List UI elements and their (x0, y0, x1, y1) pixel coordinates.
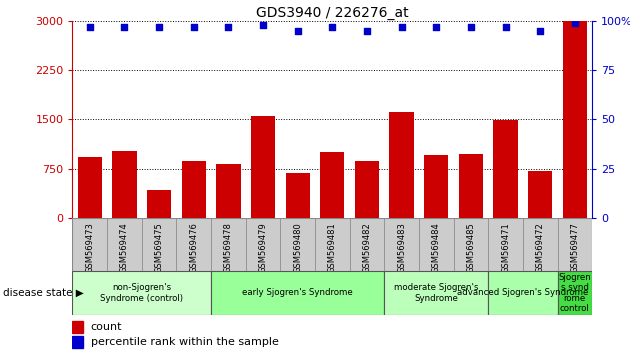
Text: percentile rank within the sample: percentile rank within the sample (91, 337, 278, 347)
Title: GDS3940 / 226276_at: GDS3940 / 226276_at (256, 6, 409, 20)
Bar (558, 271, 592, 315)
Point (466, 24, 476, 30)
Bar (350, 218, 384, 271)
Bar (454, 218, 488, 271)
Bar (216, 164, 241, 218)
Text: GSM569477: GSM569477 (570, 222, 580, 273)
Text: GSM569474: GSM569474 (120, 222, 129, 273)
Point (120, 24, 130, 30)
Bar (528, 171, 553, 218)
Text: GSM569473: GSM569473 (85, 222, 94, 273)
Bar (211, 218, 246, 271)
Bar (280, 218, 315, 271)
Point (292, 28, 302, 34)
Point (84, 24, 95, 30)
Point (327, 24, 337, 30)
Bar (285, 172, 310, 218)
Text: GSM569480: GSM569480 (293, 222, 302, 273)
Bar (523, 218, 558, 271)
Bar (488, 218, 523, 271)
Bar (320, 152, 345, 218)
Text: early Sjogren's Syndrome: early Sjogren's Syndrome (243, 289, 353, 297)
Bar (112, 151, 137, 218)
Bar (181, 161, 206, 218)
Bar (72, 271, 211, 315)
Text: GSM569484: GSM569484 (432, 222, 441, 273)
Bar (147, 189, 171, 218)
Point (570, 21, 580, 26)
Bar (384, 271, 488, 315)
Bar (251, 115, 275, 218)
Bar (389, 112, 414, 218)
Point (431, 24, 441, 30)
Point (535, 28, 545, 34)
Text: advanced Sjogren's Syndrome: advanced Sjogren's Syndrome (457, 289, 588, 297)
Text: disease state ▶: disease state ▶ (3, 288, 84, 298)
Bar (107, 218, 142, 271)
Point (188, 24, 198, 30)
Bar (558, 218, 592, 271)
Bar (355, 161, 379, 218)
Text: GSM569478: GSM569478 (224, 222, 233, 273)
Bar (563, 21, 587, 218)
Bar (72, 218, 107, 271)
Bar (72, 336, 83, 348)
Bar (488, 271, 558, 315)
Text: GSM569485: GSM569485 (466, 222, 476, 273)
Bar (493, 120, 518, 218)
Point (500, 24, 510, 30)
Bar (459, 154, 483, 218)
Bar (424, 155, 449, 218)
Bar (315, 218, 350, 271)
Text: moderate Sjogren's
Syndrome: moderate Sjogren's Syndrome (394, 283, 479, 303)
Bar (72, 321, 83, 333)
Bar (211, 271, 384, 315)
Bar (419, 218, 454, 271)
Bar (142, 218, 176, 271)
Text: non-Sjogren's
Syndrome (control): non-Sjogren's Syndrome (control) (100, 283, 183, 303)
Text: GSM569481: GSM569481 (328, 222, 337, 273)
Point (362, 28, 372, 34)
Text: GSM569479: GSM569479 (258, 222, 268, 273)
Point (223, 24, 233, 30)
Bar (176, 218, 211, 271)
Text: GSM569475: GSM569475 (154, 222, 164, 273)
Point (258, 22, 268, 28)
Text: count: count (91, 322, 122, 332)
Point (154, 24, 164, 30)
Bar (384, 218, 419, 271)
Text: GSM569471: GSM569471 (501, 222, 510, 273)
Text: GSM569476: GSM569476 (189, 222, 198, 273)
Bar (246, 218, 280, 271)
Point (396, 24, 406, 30)
Text: GSM569482: GSM569482 (362, 222, 372, 273)
Bar (77, 158, 102, 218)
Text: GSM569483: GSM569483 (397, 222, 406, 273)
Text: GSM569472: GSM569472 (536, 222, 545, 273)
Text: Sjogren
s synd
rome
control: Sjogren s synd rome control (559, 273, 591, 313)
